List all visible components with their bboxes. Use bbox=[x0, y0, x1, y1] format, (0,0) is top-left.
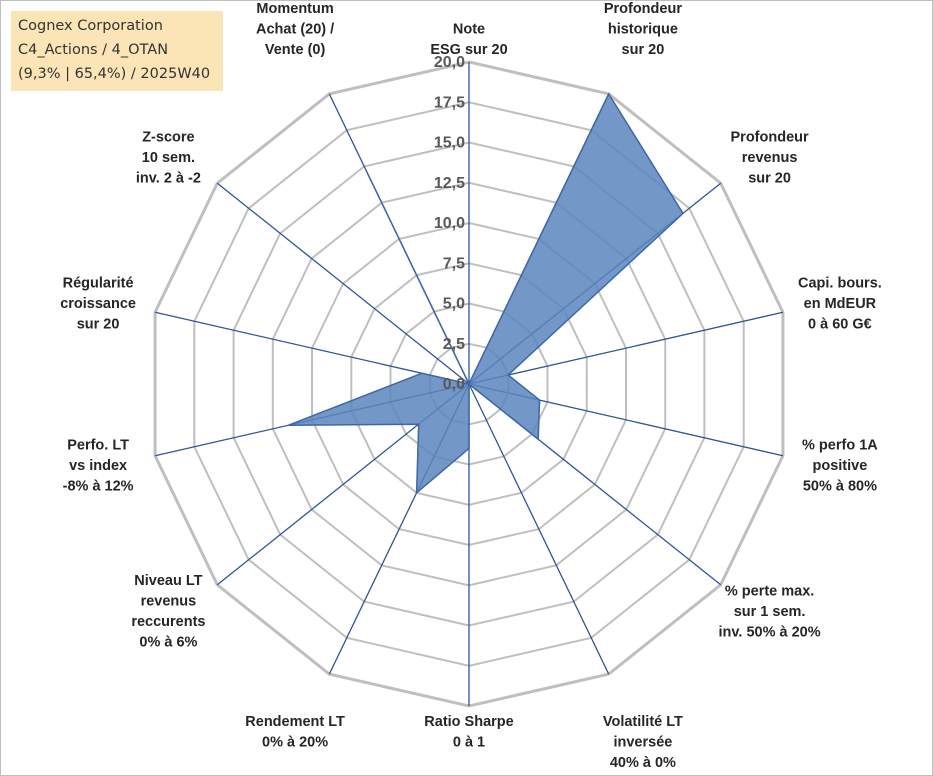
axis-label-line: historique bbox=[608, 22, 678, 38]
tick-label: 20,0 bbox=[434, 54, 465, 71]
axis-label-line: -8% à 12% bbox=[63, 479, 134, 495]
axis-label: Note ESG sur 20 bbox=[430, 22, 507, 59]
axis-label-line: Capi. bours. bbox=[798, 276, 882, 292]
axis-label-line: sur 20 bbox=[77, 317, 120, 333]
axis-label: Z-score 10 sem. inv. 2 à -2 bbox=[136, 130, 201, 187]
axis-label-line: Vente (0) bbox=[265, 42, 326, 58]
tick-label: 0,0 bbox=[443, 376, 465, 393]
axis-label-line: croissance bbox=[60, 296, 136, 312]
axis-label: Régularité croissance sur 20 bbox=[60, 276, 136, 333]
axis-label-line: sur 1 sem. bbox=[734, 604, 806, 620]
axis-label-line: Ratio Sharpe bbox=[424, 714, 513, 730]
axis-label: Volatilité LT inversée 40% à 0% bbox=[603, 714, 683, 771]
axis-label-line: Profondeur bbox=[604, 1, 682, 17]
axis-label-line: Z-score bbox=[142, 130, 194, 146]
axis-label-line: revenus bbox=[742, 150, 798, 166]
axis-label: Momentum Achat (20) / Vente (0) bbox=[256, 1, 334, 58]
axis-label: Ratio Sharpe 0 à 1 bbox=[424, 714, 513, 751]
axis-label-line: 0 à 1 bbox=[453, 735, 485, 751]
axis-spoke bbox=[468, 311, 784, 385]
axis-label-line: Profondeur bbox=[731, 130, 809, 146]
axis-label-line: 50% à 80% bbox=[803, 479, 877, 495]
axis-spoke bbox=[468, 383, 610, 675]
axis-label-line: Note bbox=[453, 22, 485, 38]
axis-label-line: Achat (20) / bbox=[256, 22, 334, 38]
axis-label-line: Niveau LT bbox=[134, 573, 202, 589]
axis-label: Rendement LT 0% à 20% bbox=[245, 714, 345, 751]
tick-label: 15,0 bbox=[434, 135, 465, 152]
axis-label-line: % perte max. bbox=[725, 584, 814, 600]
axis-label-line: sur 20 bbox=[622, 42, 665, 58]
tick-label: 2,5 bbox=[443, 336, 465, 353]
axis-label-line: Perfo. LT bbox=[67, 438, 129, 454]
axis-label-line: inv. 2 à -2 bbox=[136, 171, 201, 187]
tick-label: 10,0 bbox=[434, 215, 465, 232]
axis-label: Capi. bours. en MdEUR 0 à 60 G€ bbox=[798, 276, 882, 333]
tick-label: 7,5 bbox=[443, 255, 465, 272]
axis-label-line: reccurents bbox=[131, 614, 205, 630]
series-area bbox=[288, 92, 684, 495]
axis-label-line: 40% à 0% bbox=[610, 755, 676, 771]
axis-label-line: 0% à 20% bbox=[262, 735, 328, 751]
axis-label-line: Momentum bbox=[256, 1, 333, 17]
tick-label: 12,5 bbox=[434, 175, 465, 192]
axis-label-line: ESG sur 20 bbox=[430, 42, 507, 58]
axis-label: Niveau LT revenus reccurents 0% à 6% bbox=[131, 573, 205, 651]
axis-label-line: vs index bbox=[69, 458, 127, 474]
tick-label: 17,5 bbox=[434, 94, 465, 111]
axis-label-line: sur 20 bbox=[748, 171, 791, 187]
axis-label-line: revenus bbox=[141, 594, 197, 610]
axis-label: % perte max. sur 1 sem. inv. 50% à 20% bbox=[719, 584, 821, 641]
axis-label: Perfo. LT vs index -8% à 12% bbox=[63, 438, 134, 495]
axis-label-line: 10 sem. bbox=[142, 150, 195, 166]
portfolio-label: C4_Actions / 4_OTAN bbox=[18, 42, 169, 58]
axis-label-line: 0 à 60 G€ bbox=[808, 317, 872, 333]
axis-label-line: Régularité bbox=[63, 276, 134, 292]
performance-week-label: (9,3% | 65,4%) / 2025W40 bbox=[18, 66, 211, 82]
axis-label: % perfo 1A positive 50% à 80% bbox=[802, 438, 878, 495]
company-name: Cognex Corporation bbox=[18, 18, 163, 34]
axis-label-line: Rendement LT bbox=[245, 714, 345, 730]
axis-label-line: % perfo 1A bbox=[802, 438, 878, 454]
axis-label-line: Volatilité LT bbox=[603, 714, 683, 730]
axis-label-line: 0% à 6% bbox=[139, 635, 197, 651]
axis-label-line: en MdEUR bbox=[804, 296, 877, 312]
axis-label-line: inversée bbox=[613, 735, 672, 751]
axis-spoke bbox=[216, 182, 470, 385]
chart-title-box: Cognex Corporation C4_Actions / 4_OTAN (… bbox=[11, 11, 223, 91]
tick-label: 5,0 bbox=[443, 296, 465, 313]
axis-label-line: inv. 50% à 20% bbox=[719, 625, 821, 641]
axis-label: Profondeur historique sur 20 bbox=[604, 1, 682, 58]
axis-spoke bbox=[154, 311, 470, 385]
axis-label-line: positive bbox=[813, 458, 868, 474]
axis-label: Profondeur revenus sur 20 bbox=[731, 130, 809, 187]
